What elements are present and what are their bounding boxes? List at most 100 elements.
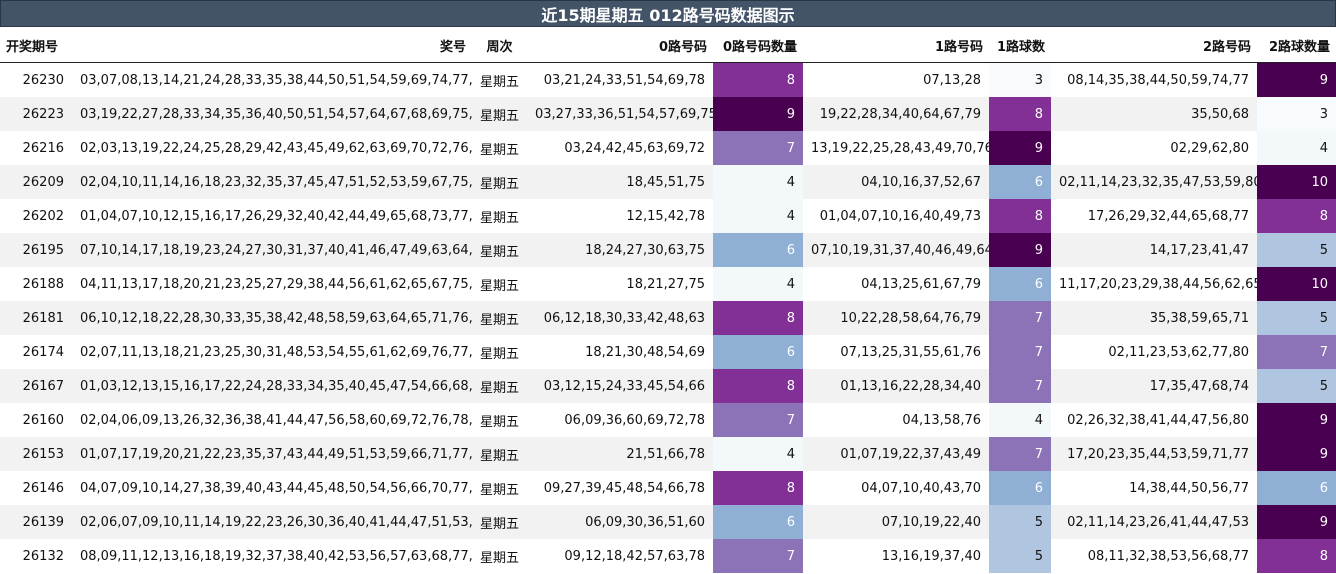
cell-issue: 26167 bbox=[0, 369, 72, 403]
cell-numbers: 01,04,07,10,12,15,16,17,26,29,32,40,42,4… bbox=[72, 199, 472, 233]
cell-route2-count: 9 bbox=[1257, 505, 1336, 539]
cell-route2: 02,11,23,53,62,77,80 bbox=[1051, 335, 1257, 369]
cell-route2: 17,20,23,35,44,53,59,71,77 bbox=[1051, 437, 1257, 471]
header-issue: 开奖期号 bbox=[6, 39, 59, 55]
cell-route1: 13,16,19,37,40 bbox=[803, 539, 989, 573]
header-route2: 2路号码 bbox=[1202, 39, 1251, 55]
table-row: 26167 01,03,12,13,15,16,17,22,24,28,33,34… bbox=[0, 369, 1336, 403]
header-route0-count: 0路号码数量 bbox=[722, 39, 797, 55]
header-weekday: 周次 bbox=[486, 39, 513, 55]
cell-route2-count: 3 bbox=[1257, 97, 1336, 131]
cell-weekday: 星期五 bbox=[472, 233, 527, 267]
cell-route0-count: 7 bbox=[713, 403, 803, 437]
cell-numbers: 03,07,08,13,14,21,24,28,33,35,38,44,50,5… bbox=[72, 62, 472, 97]
cell-numbers: 01,03,12,13,15,16,17,22,24,28,33,34,35,4… bbox=[72, 369, 472, 403]
cell-issue: 26223 bbox=[0, 97, 72, 131]
cell-route1-count: 8 bbox=[989, 97, 1051, 131]
cell-route1: 04,13,25,61,67,79 bbox=[803, 267, 989, 301]
cell-route1: 04,10,16,37,52,67 bbox=[803, 165, 989, 199]
cell-weekday: 星期五 bbox=[472, 403, 527, 437]
cell-route0-count: 8 bbox=[713, 62, 803, 97]
cell-route1-count: 5 bbox=[989, 539, 1051, 573]
cell-numbers: 02,06,07,09,10,11,14,19,22,23,26,30,36,4… bbox=[72, 505, 472, 539]
cell-weekday: 星期五 bbox=[472, 471, 527, 505]
cell-numbers: 02,04,06,09,13,26,32,36,38,41,44,47,56,5… bbox=[72, 403, 472, 437]
cell-route0: 06,09,30,36,51,60 bbox=[527, 505, 713, 539]
cell-route2-count: 7 bbox=[1257, 335, 1336, 369]
header-numbers: 奖号 bbox=[439, 39, 466, 55]
cell-route2: 14,17,23,41,47 bbox=[1051, 233, 1257, 267]
cell-route2-count: 9 bbox=[1257, 403, 1336, 437]
cell-issue: 26202 bbox=[0, 199, 72, 233]
cell-route1: 01,04,07,10,16,40,49,73 bbox=[803, 199, 989, 233]
cell-route0-count: 8 bbox=[713, 471, 803, 505]
cell-weekday: 星期五 bbox=[472, 62, 527, 97]
cell-route0-count: 6 bbox=[713, 505, 803, 539]
cell-route1: 07,13,28 bbox=[803, 62, 989, 97]
cell-weekday: 星期五 bbox=[472, 131, 527, 165]
cell-numbers: 04,11,13,17,18,20,21,23,25,27,29,38,44,5… bbox=[72, 267, 472, 301]
cell-route1-count: 9 bbox=[989, 233, 1051, 267]
cell-weekday: 星期五 bbox=[472, 267, 527, 301]
cell-route0: 12,15,42,78 bbox=[527, 199, 713, 233]
cell-route1: 19,22,28,34,40,64,67,79 bbox=[803, 97, 989, 131]
cell-route0-count: 4 bbox=[713, 199, 803, 233]
cell-route0: 06,09,36,60,69,72,78 bbox=[527, 403, 713, 437]
cell-route0-count: 8 bbox=[713, 301, 803, 335]
cell-numbers: 02,03,13,19,22,24,25,28,29,42,43,45,49,6… bbox=[72, 131, 472, 165]
cell-numbers: 04,07,09,10,14,27,38,39,40,43,44,45,48,5… bbox=[72, 471, 472, 505]
cell-route1-count: 6 bbox=[989, 165, 1051, 199]
cell-weekday: 星期五 bbox=[472, 335, 527, 369]
cell-route2: 11,17,20,23,29,38,44,56,62,65 bbox=[1051, 267, 1257, 301]
cell-route2-count: 9 bbox=[1257, 62, 1336, 97]
cell-route0: 06,12,18,30,33,42,48,63 bbox=[527, 301, 713, 335]
cell-route0: 03,24,42,45,63,69,72 bbox=[527, 131, 713, 165]
cell-issue: 26153 bbox=[0, 437, 72, 471]
cell-issue: 26181 bbox=[0, 301, 72, 335]
cell-route0-count: 7 bbox=[713, 131, 803, 165]
cell-route0: 03,12,15,24,33,45,54,66 bbox=[527, 369, 713, 403]
header-route1-count: 1路球数 bbox=[996, 39, 1045, 55]
cell-route1-count: 7 bbox=[989, 335, 1051, 369]
cell-route2-count: 10 bbox=[1257, 267, 1336, 301]
cell-route1: 01,07,19,22,37,43,49 bbox=[803, 437, 989, 471]
cell-numbers: 07,10,14,17,18,19,23,24,27,30,31,37,40,4… bbox=[72, 233, 472, 267]
cell-route2: 08,11,32,38,53,56,68,77 bbox=[1051, 539, 1257, 573]
cell-route1: 04,07,10,40,43,70 bbox=[803, 471, 989, 505]
cell-route1-count: 8 bbox=[989, 199, 1051, 233]
cell-route0: 09,12,18,42,57,63,78 bbox=[527, 539, 713, 573]
header-route2-count: 2路球数量 bbox=[1268, 39, 1330, 55]
cell-route1: 07,10,19,31,37,40,46,49,64 bbox=[803, 233, 989, 267]
cell-route2-count: 5 bbox=[1257, 369, 1336, 403]
cell-weekday: 星期五 bbox=[472, 165, 527, 199]
cell-route0-count: 4 bbox=[713, 437, 803, 471]
cell-issue: 26216 bbox=[0, 131, 72, 165]
cell-weekday: 星期五 bbox=[472, 539, 527, 573]
table-row: 26188 04,11,13,17,18,20,21,23,25,27,29,38… bbox=[0, 267, 1336, 301]
cell-route1-count: 7 bbox=[989, 301, 1051, 335]
cell-route2: 02,26,32,38,41,44,47,56,80 bbox=[1051, 403, 1257, 437]
cell-route2-count: 5 bbox=[1257, 301, 1336, 335]
cell-weekday: 星期五 bbox=[472, 97, 527, 131]
cell-route1-count: 3 bbox=[989, 62, 1051, 97]
cell-weekday: 星期五 bbox=[472, 199, 527, 233]
cell-route1: 13,19,22,25,28,43,49,70,76 bbox=[803, 131, 989, 165]
cell-route2: 17,26,29,32,44,65,68,77 bbox=[1051, 199, 1257, 233]
cell-route2: 08,14,35,38,44,50,59,74,77 bbox=[1051, 62, 1257, 97]
cell-issue: 26188 bbox=[0, 267, 72, 301]
table-row: 26153 01,07,17,19,20,21,22,23,35,37,43,44… bbox=[0, 437, 1336, 471]
table-row: 26139 02,06,07,09,10,11,14,19,22,23,26,30… bbox=[0, 505, 1336, 539]
table-row: 26160 02,04,06,09,13,26,32,36,38,41,44,47… bbox=[0, 403, 1336, 437]
cell-issue: 26195 bbox=[0, 233, 72, 267]
cell-route1-count: 4 bbox=[989, 403, 1051, 437]
cell-route2: 35,50,68 bbox=[1051, 97, 1257, 131]
cell-weekday: 星期五 bbox=[472, 437, 527, 471]
cell-route0: 18,45,51,75 bbox=[527, 165, 713, 199]
cell-route0-count: 6 bbox=[713, 335, 803, 369]
cell-route2-count: 8 bbox=[1257, 199, 1336, 233]
cell-issue: 26230 bbox=[0, 62, 72, 97]
cell-route1: 04,13,58,76 bbox=[803, 403, 989, 437]
cell-route2: 02,11,14,23,32,35,47,53,59,80 bbox=[1051, 165, 1257, 199]
data-table: 开奖期号 奖号 周次 0路号码 0路号码数量 1路号码 1路球数 2路号码 2路… bbox=[0, 28, 1336, 573]
cell-numbers: 01,07,17,19,20,21,22,23,35,37,43,44,49,5… bbox=[72, 437, 472, 471]
